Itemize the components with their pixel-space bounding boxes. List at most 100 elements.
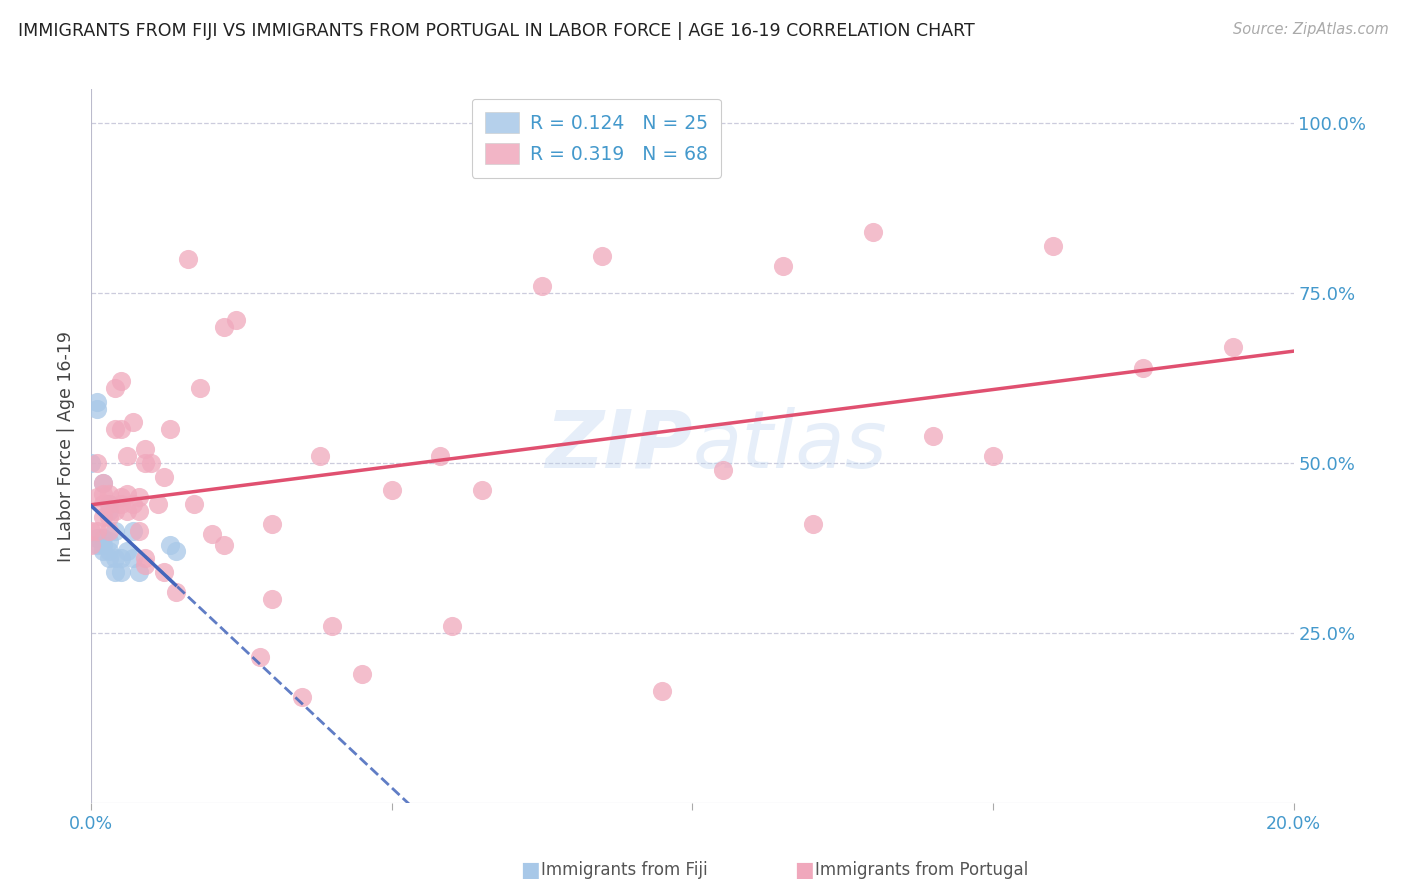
Point xyxy=(86,537,108,551)
Point xyxy=(591,249,613,263)
Point xyxy=(772,259,794,273)
Point xyxy=(128,565,150,579)
Point xyxy=(110,375,132,389)
Point xyxy=(80,524,103,538)
Text: Immigrants from Fiji: Immigrants from Fiji xyxy=(541,861,709,879)
Point xyxy=(212,537,235,551)
Point xyxy=(93,510,115,524)
Point xyxy=(122,524,145,538)
Point xyxy=(141,456,163,470)
Point xyxy=(183,497,205,511)
Point xyxy=(117,486,139,500)
Point xyxy=(104,524,127,538)
Text: ■: ■ xyxy=(794,860,814,880)
Point xyxy=(110,490,132,504)
Point xyxy=(98,497,121,511)
Point xyxy=(188,381,211,395)
Point xyxy=(128,524,150,538)
Point xyxy=(98,544,121,558)
Point xyxy=(176,252,198,266)
Point xyxy=(98,486,121,500)
Point xyxy=(104,422,127,436)
Point xyxy=(93,531,115,545)
Point xyxy=(86,490,108,504)
Point xyxy=(1222,341,1244,355)
Point xyxy=(225,313,247,327)
Point xyxy=(110,422,132,436)
Text: atlas: atlas xyxy=(692,407,887,485)
Point xyxy=(165,585,187,599)
Point xyxy=(86,394,108,409)
Point xyxy=(381,483,404,498)
Point xyxy=(86,401,108,416)
Text: IMMIGRANTS FROM FIJI VS IMMIGRANTS FROM PORTUGAL IN LABOR FORCE | AGE 16-19 CORR: IMMIGRANTS FROM FIJI VS IMMIGRANTS FROM … xyxy=(18,22,974,40)
Point xyxy=(122,497,145,511)
Point xyxy=(93,497,115,511)
Point xyxy=(249,649,271,664)
Point xyxy=(93,486,115,500)
Point xyxy=(110,497,132,511)
Point xyxy=(159,422,181,436)
Point xyxy=(80,537,103,551)
Point xyxy=(93,476,115,491)
Point xyxy=(801,517,824,532)
Point xyxy=(981,449,1004,463)
Point xyxy=(104,381,127,395)
Point xyxy=(98,524,121,538)
Point xyxy=(98,503,121,517)
Point xyxy=(93,544,115,558)
Point xyxy=(104,551,127,566)
Point xyxy=(128,490,150,504)
Point xyxy=(201,527,224,541)
Text: ■: ■ xyxy=(520,860,540,880)
Point xyxy=(122,415,145,429)
Point xyxy=(98,497,121,511)
Point xyxy=(165,544,187,558)
Point xyxy=(134,442,156,457)
Point xyxy=(98,551,121,566)
Point xyxy=(152,469,174,483)
Point xyxy=(98,534,121,549)
Point xyxy=(291,690,314,705)
Point xyxy=(134,456,156,470)
Point xyxy=(110,551,132,566)
Point xyxy=(86,456,108,470)
Point xyxy=(104,503,127,517)
Point xyxy=(80,456,103,470)
Legend: R = 0.124   N = 25, R = 0.319   N = 68: R = 0.124 N = 25, R = 0.319 N = 68 xyxy=(471,99,721,178)
Point xyxy=(212,320,235,334)
Point xyxy=(922,429,945,443)
Point xyxy=(531,279,554,293)
Point xyxy=(159,537,181,551)
Y-axis label: In Labor Force | Age 16-19: In Labor Force | Age 16-19 xyxy=(58,331,76,561)
Point xyxy=(711,463,734,477)
Point xyxy=(862,225,884,239)
Point xyxy=(110,565,132,579)
Point xyxy=(440,619,463,633)
Point xyxy=(122,551,145,566)
Point xyxy=(260,591,283,606)
Text: ZIP: ZIP xyxy=(546,407,692,485)
Point xyxy=(86,531,108,545)
Point xyxy=(146,497,169,511)
Point xyxy=(260,517,283,532)
Point xyxy=(93,537,115,551)
Point xyxy=(86,524,108,538)
Text: Source: ZipAtlas.com: Source: ZipAtlas.com xyxy=(1233,22,1389,37)
Point xyxy=(321,619,343,633)
Point xyxy=(1042,238,1064,252)
Point xyxy=(134,558,156,572)
Point xyxy=(651,683,673,698)
Point xyxy=(117,544,139,558)
Point xyxy=(134,551,156,566)
Point xyxy=(104,565,127,579)
Point xyxy=(98,510,121,524)
Point xyxy=(350,666,373,681)
Point xyxy=(308,449,330,463)
Point xyxy=(128,503,150,517)
Point xyxy=(152,565,174,579)
Text: Immigrants from Portugal: Immigrants from Portugal xyxy=(815,861,1029,879)
Point xyxy=(93,476,115,491)
Point xyxy=(117,449,139,463)
Point xyxy=(117,503,139,517)
